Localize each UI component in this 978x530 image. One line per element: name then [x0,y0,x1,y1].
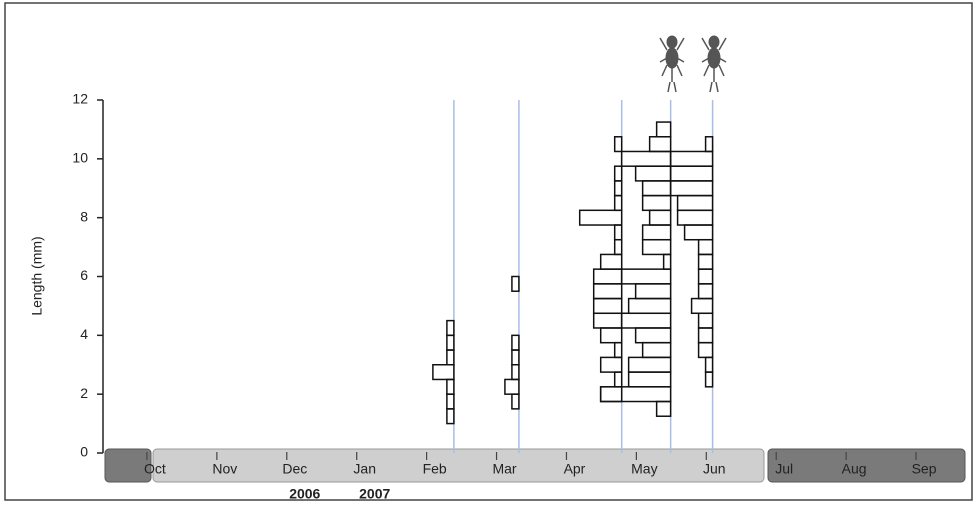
length-bar [704,136,714,153]
x-tick-label: Jun [703,461,726,477]
y-tick-label: 10 [72,150,88,166]
x-tick-label: Dec [282,461,307,477]
season-strip [104,448,152,483]
x-tick-label: Jan [353,461,376,477]
x-tick-label: Jul [775,461,793,477]
length-bar [613,136,623,153]
length-bar [669,150,714,167]
length-bar [620,268,672,285]
length-bar [432,364,455,381]
length-bar [511,275,520,292]
y-tick-label: 8 [80,208,88,224]
x-tick-label: Nov [212,461,237,477]
x-tick-label: Sep [912,461,937,477]
length-bar [599,356,623,373]
y-tick-label: 6 [80,267,88,283]
x-tick-label: Mar [492,461,516,477]
x-tick-label: Feb [423,461,447,477]
x-tick-label: Aug [842,461,867,477]
year-label: 2006 [289,486,320,502]
length-bar [613,165,623,182]
y-axis-label: Length (mm) [29,236,45,315]
emergence-icon [659,35,727,93]
length-bar [578,209,623,226]
frame [4,2,973,501]
length-bar [511,334,520,351]
y-tick-label: 0 [80,444,88,460]
year-label: 2007 [359,486,390,502]
y-tick-label: 12 [72,91,88,107]
x-tick-label: Oct [144,461,166,477]
y-tick-label: 2 [80,385,88,401]
x-tick-label: May [631,461,657,477]
x-tick-label: Apr [564,461,586,477]
season-strip [152,448,765,483]
length-bar [655,121,672,138]
y-tick-label: 4 [80,326,88,342]
length-bar [599,253,623,270]
length-bar [446,319,455,337]
